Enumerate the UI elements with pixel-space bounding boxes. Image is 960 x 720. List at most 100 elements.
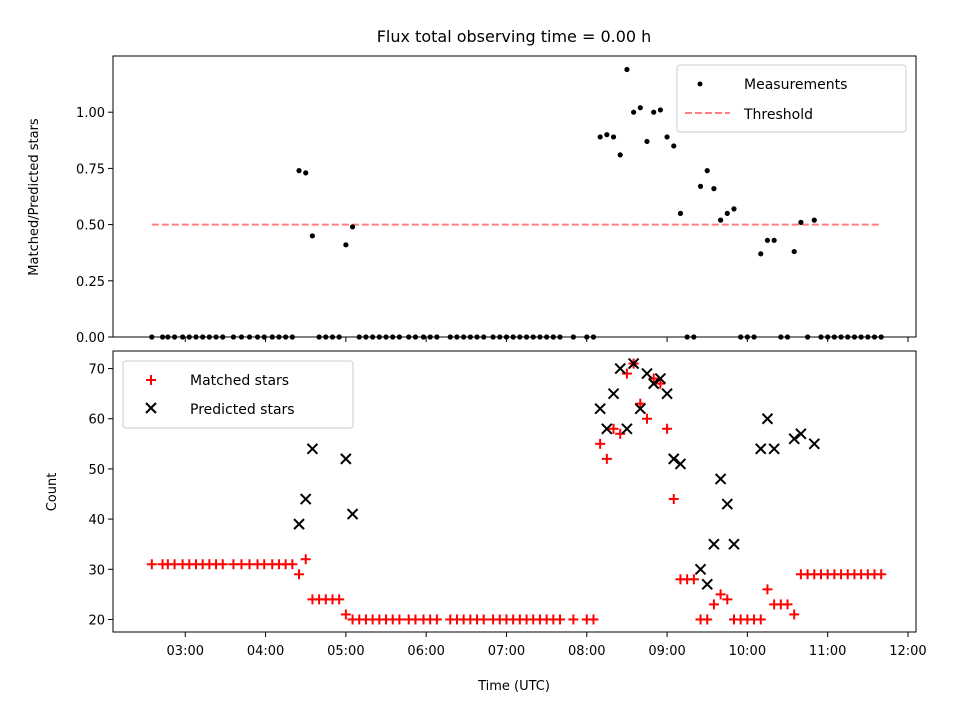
measurement-point-63 (610, 134, 617, 140)
matched-star-point-103 (876, 569, 887, 580)
matched-star-point-64 (615, 428, 626, 439)
predicted-star-stroke-b (654, 372, 667, 385)
matched-star-point-80 (722, 594, 733, 605)
matched-star-point-71 (662, 423, 673, 434)
top-legend-label-measurements: Measurements (744, 77, 847, 93)
bottom-y-tick-label-4: 60 (88, 413, 105, 428)
matched-star-point-77 (702, 614, 713, 625)
top-y-tick-label-0: 0.00 (76, 331, 105, 346)
measurement-point-87 (771, 237, 777, 243)
bottom-x-tick-label-1: 04:00 (247, 644, 284, 659)
matched-star-point-60 (588, 614, 599, 625)
predicted-star-stroke-b (795, 428, 807, 440)
measurement-point-81 (731, 206, 737, 212)
measurement-point-66 (631, 109, 637, 115)
predicted-star-stroke-b (674, 458, 687, 470)
measurement-point-64 (617, 152, 623, 158)
predicted-star-point-22 (721, 498, 734, 510)
bottom-y-axis-label: Count (45, 473, 60, 512)
matched-star-point-57 (555, 614, 566, 625)
bottom-x-tick-label-4: 07:00 (488, 644, 525, 659)
bottom-x-tick-label-7: 10:00 (729, 644, 766, 659)
top-legend-marker-measurements (697, 81, 703, 87)
predicted-star-point-10 (627, 357, 640, 370)
predicted-star-stroke-b (614, 362, 626, 375)
measurement-point-21 (303, 170, 309, 176)
measurement-point-61 (597, 134, 603, 140)
bottom-x-tick-label-0: 03:00 (167, 644, 204, 659)
matched-star-point-89 (782, 599, 793, 610)
predicted-star-stroke-b (306, 443, 319, 455)
predicted-star-stroke-b (346, 508, 359, 520)
predicted-star-stroke-b (701, 578, 713, 591)
measurement-point-91 (798, 219, 804, 225)
predicted-star-stroke-b (768, 443, 780, 455)
measurement-point-62 (604, 132, 610, 138)
measurement-point-78 (711, 186, 717, 192)
predicted-star-point-26 (768, 443, 780, 455)
predicted-star-stroke-b (601, 423, 613, 435)
matched-star-point-79 (715, 589, 726, 600)
bottom-x-tick-label-5: 08:00 (568, 644, 605, 659)
matched-star-point-69 (648, 373, 659, 384)
predicted-star-point-18 (694, 563, 707, 575)
predicted-star-stroke-b (788, 433, 800, 445)
matched-star-point-20 (294, 569, 305, 580)
predicted-star-point-14 (654, 372, 667, 385)
predicted-star-point-6 (601, 423, 613, 435)
matched-star-point-26 (334, 594, 345, 605)
bottom-y-tick-label-0: 20 (88, 613, 105, 628)
measurement-point-86 (764, 237, 771, 243)
bottom-y-tick-label-5: 70 (88, 363, 105, 378)
predicted-star-stroke-b (647, 377, 660, 390)
measurement-point-69 (651, 109, 657, 115)
matched-star-point-61 (595, 438, 606, 449)
predicted-star-point-5 (594, 402, 606, 415)
top-y-tick-label-1: 0.25 (76, 275, 105, 290)
matched-star-point-67 (635, 398, 646, 409)
measurement-point-28 (349, 224, 356, 230)
matched-star-point-65 (621, 368, 632, 379)
predicted-star-stroke-b (340, 453, 352, 465)
measurement-point-65 (624, 66, 630, 73)
predicted-star-stroke-b (661, 387, 673, 400)
matched-star-point-78 (708, 599, 719, 610)
predicted-star-point-2 (306, 443, 319, 455)
bottom-plot-area: 20 30 40 50 60 70 03:00 04:00 05:00 06:00 07:00 08:… (88, 357, 927, 659)
predicted-star-stroke-b (708, 538, 720, 550)
predicted-star-stroke-b (714, 473, 727, 485)
matched-star-point-58 (568, 614, 579, 625)
predicted-star-point-9 (621, 423, 633, 435)
bottom-y-tick-label-3: 50 (88, 463, 105, 478)
predicted-star-stroke-b (300, 493, 312, 505)
predicted-star-point-8 (614, 362, 626, 375)
measurement-point-22 (309, 233, 316, 239)
bottom-x-tick-label-3: 06:00 (407, 644, 444, 659)
predicted-star-stroke-b (634, 402, 647, 415)
measurement-point-27 (343, 242, 349, 248)
predicted-star-point-15 (661, 387, 673, 400)
predicted-star-stroke-b (721, 498, 734, 510)
predicted-star-point-19 (701, 578, 713, 591)
bottom-legend-marker-matched (146, 375, 156, 385)
predicted-star-point-7 (607, 387, 620, 400)
predicted-star-point-28 (795, 428, 807, 440)
top-chart-title: Flux total observing time = 0.00 h (377, 27, 652, 46)
predicted-star-stroke-b (694, 563, 707, 575)
predicted-star-stroke-b (607, 387, 620, 400)
top-y-axis-label: Matched/Predicted stars (27, 118, 42, 276)
predicted-star-point-23 (728, 538, 740, 550)
bottom-x-tick-label-8: 11:00 (809, 644, 846, 659)
bottom-x-tick-label-6: 09:00 (648, 644, 685, 659)
matched-star-point-35 (394, 614, 405, 625)
bottom-x-axis-label: Time (UTC) (477, 679, 550, 694)
predicted-star-point-0 (293, 518, 305, 530)
predicted-star-point-1 (300, 493, 312, 505)
matched-star-point-0 (146, 559, 157, 570)
top-plot-frame (112, 55, 917, 338)
predicted-star-stroke-b (627, 357, 640, 370)
predicted-star-point-29 (808, 438, 820, 450)
predicted-star-stroke-b (293, 518, 305, 530)
predicted-star-point-4 (346, 508, 359, 520)
